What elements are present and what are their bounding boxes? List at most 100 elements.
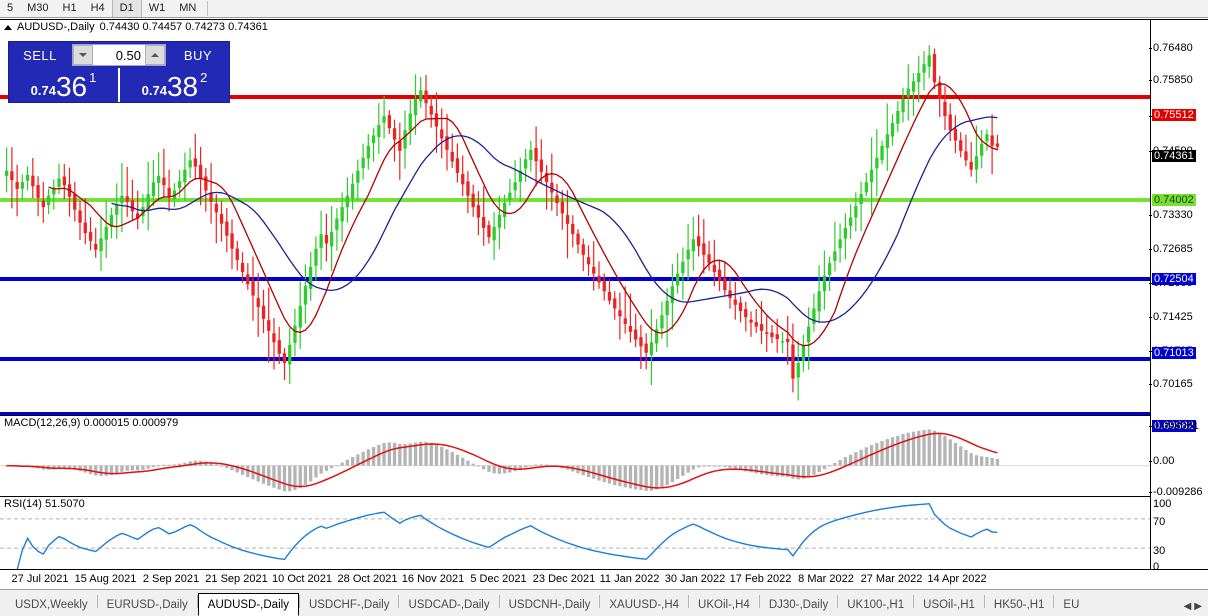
chart-tab-usdchf-daily[interactable]: USDCHF-,Daily <box>308 599 390 611</box>
time-tick-label: 21 Sep 2021 <box>205 573 268 585</box>
chart-tab-usdx-weekly[interactable]: USDX,Weekly <box>15 599 88 611</box>
sell-label: SELL <box>23 47 57 63</box>
chart-tab-audusd-daily[interactable]: AUDUSD-,Daily <box>197 593 299 616</box>
pane-divider-rsi <box>0 496 1208 497</box>
tab-divider <box>96 594 98 608</box>
chart-ohlc-values: 0.74430 0.74457 0.74273 0.74361 <box>99 21 268 33</box>
timeframe-button-h1[interactable]: H1 <box>62 2 77 14</box>
toolbar-divider <box>207 1 209 16</box>
level-price-box-support[interactable]: 0.69582 <box>1152 420 1196 432</box>
tab-divider <box>196 594 198 608</box>
rsi-chart-svg <box>0 502 1150 570</box>
chevron-up-icon <box>151 53 159 57</box>
tab-divider <box>913 594 915 608</box>
rsi-indicator-label: RSI(14) 51.5070 <box>4 498 85 510</box>
timeframe-toolbar: 5 M30 H1 H4 D1 W1 MN <box>0 0 1208 18</box>
buy-price-prefix: 0.74 <box>141 83 167 98</box>
buy-price-fraction: 2 <box>200 70 208 85</box>
rsi-axis-label: 100 <box>1153 498 1172 510</box>
time-tick-label: 27 Mar 2022 <box>860 573 923 585</box>
timeframe-button-h4[interactable]: H4 <box>90 2 105 14</box>
level-price-box-resistance[interactable]: 0.75512 <box>1152 109 1196 121</box>
rsi-axis-label: 30 <box>1153 545 1166 557</box>
time-tick-label: 14 Apr 2022 <box>927 573 987 585</box>
collapse-triangle-icon[interactable] <box>4 24 12 30</box>
price-tick-label: 0.72685 <box>1149 243 1193 255</box>
buy-button[interactable]: 0.74 38 2 <box>118 68 229 102</box>
volume-input[interactable]: 0.50 <box>93 45 145 65</box>
tab-divider <box>398 594 400 608</box>
chart-tab-eu[interactable]: EU <box>1063 599 1080 611</box>
price-tick-label: 0.70165 <box>1149 378 1193 390</box>
chart-tab-eurusd-daily[interactable]: EURUSD-,Daily <box>106 599 188 611</box>
chart-symbol-label: AUDUSD-,Daily <box>17 21 95 33</box>
price-tick-label: 0.76480 <box>1149 42 1193 54</box>
price-tick-label: 0.73330 <box>1149 209 1193 221</box>
tab-divider <box>298 594 300 608</box>
price-tick-label: 0.71425 <box>1149 311 1193 323</box>
sell-price-fraction: 1 <box>89 70 97 85</box>
scroll-left-icon[interactable]: ◀ <box>1183 601 1192 612</box>
tab-divider <box>758 594 760 608</box>
time-tick-label: 15 Aug 2021 <box>74 573 137 585</box>
price-scale[interactable]: 0.764800.758500.752200.745900.733300.726… <box>1149 20 1208 589</box>
trade-panel-header: SELL 0.50 BUY <box>9 42 229 68</box>
macd-axis-label: -0.009286 <box>1149 486 1203 498</box>
chart-tab-uk100-h1[interactable]: UK100-,H1 <box>847 599 905 611</box>
time-tick-label: 28 Oct 2021 <box>337 573 398 585</box>
time-tick-label: 11 Jan 2022 <box>599 573 660 585</box>
current-price-box: 0.74361 <box>1152 150 1196 162</box>
time-tick-label: 17 Feb 2022 <box>729 573 792 585</box>
time-tick-label: 2 Sep 2021 <box>142 573 200 585</box>
timeframe-button-m30[interactable]: M30 <box>27 2 49 14</box>
time-tick-label: 5 Dec 2021 <box>470 573 527 585</box>
tab-divider <box>599 594 601 608</box>
time-tick-label: 10 Oct 2021 <box>272 573 332 585</box>
timeframe-button-5[interactable]: 5 <box>7 2 14 14</box>
chart-tab-hk50-h1[interactable]: HK50-,H1 <box>993 599 1045 611</box>
volume-stepper[interactable]: 0.50 <box>72 44 166 66</box>
volume-decrement-button[interactable] <box>73 45 93 65</box>
timeframe-button-w1[interactable]: W1 <box>148 2 166 14</box>
price-tick-label: 0.75850 <box>1149 74 1193 86</box>
tab-divider <box>498 594 500 608</box>
rsi-axis-label: 0 <box>1153 561 1160 573</box>
sell-price-big: 36 <box>55 71 88 103</box>
chart-title: AUDUSD-,Daily 0.74430 0.74457 0.74273 0.… <box>4 21 268 33</box>
chart-tab-ukoil-h4[interactable]: UKOil-,H4 <box>698 599 750 611</box>
level-price-box-pivot[interactable]: 0.74002 <box>1152 194 1196 206</box>
timeframe-button-d1[interactable]: D1 <box>111 0 142 17</box>
level-price-box-support[interactable]: 0.71013 <box>1152 347 1196 359</box>
timeframe-button-mn[interactable]: MN <box>179 2 197 14</box>
scroll-right-icon[interactable]: ▶ <box>1194 601 1202 612</box>
chart-tab-usdcnh-daily[interactable]: USDCNH-,Daily <box>508 599 591 611</box>
volume-increment-button[interactable] <box>145 45 165 65</box>
chart-tab-dj30-daily[interactable]: DJ30-,Daily <box>768 599 829 611</box>
chart-tab-usdcad-daily[interactable]: USDCAD-,Daily <box>408 599 490 611</box>
sell-button[interactable]: 0.74 36 1 <box>9 68 118 102</box>
macd-pane[interactable] <box>0 416 1150 496</box>
tab-scroll-controls[interactable]: ◀ ▶ <box>1180 601 1208 616</box>
trade-panel-prices: 0.74 36 1 0.74 38 2 <box>9 68 229 102</box>
macd-axis-label: 0.00 <box>1149 455 1174 467</box>
chart-tabs-bar[interactable]: USDX,Weekly EURUSD-,Daily AUDUSD-,Daily USD… <box>0 589 1208 616</box>
level-price-box-support[interactable]: 0.72504 <box>1152 273 1196 285</box>
one-click-trading-panel[interactable]: SELL 0.50 BUY 0.74 36 1 0.74 38 2 <box>8 41 230 103</box>
time-tick-label: 8 Mar 2022 <box>798 573 854 585</box>
chart-tab-usoil-h1[interactable]: USOil-,H1 <box>923 599 975 611</box>
buy-label: BUY <box>183 47 213 63</box>
macd-chart-svg <box>0 429 1150 492</box>
sell-price-prefix: 0.74 <box>30 83 56 98</box>
time-tick-label: 16 Nov 2021 <box>401 573 465 585</box>
price-chart-svg <box>0 45 1150 415</box>
rsi-axis-label: 70 <box>1153 516 1166 528</box>
chart-area[interactable]: AUDUSD-,Daily 0.74430 0.74457 0.74273 0.… <box>0 19 1208 589</box>
time-tick-label: 27 Jul 2021 <box>11 573 69 585</box>
chevron-down-icon <box>79 53 87 57</box>
buy-price-big: 38 <box>166 71 199 103</box>
time-scale[interactable]: 27 Jul 2021 15 Aug 2021 2 Sep 2021 21 Sep 2… <box>0 569 1208 589</box>
tab-divider <box>688 594 690 608</box>
chart-tab-xauusd-h4[interactable]: XAUUSD-,H4 <box>609 599 680 611</box>
rsi-pane[interactable] <box>0 497 1150 570</box>
price-pane[interactable] <box>0 20 1150 415</box>
